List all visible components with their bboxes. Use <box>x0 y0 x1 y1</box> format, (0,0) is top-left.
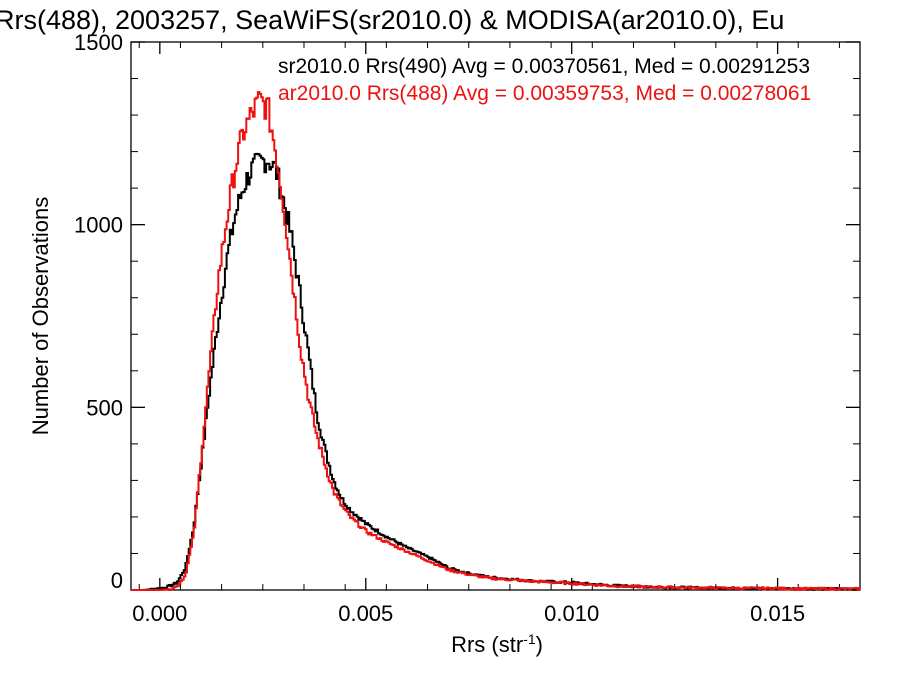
axis-ticks: 0.000 0.005 0.010 0.015 0 500 1000 1500 <box>74 30 860 626</box>
x-tick-label: 0.015 <box>750 601 805 626</box>
y-tick-label: 500 <box>86 395 123 420</box>
x-axis-label: Rrs (str-1) <box>451 631 543 657</box>
series-layer <box>131 91 861 591</box>
legend-entry-1: sr2010.0 Rrs(490) Avg = 0.00370561, Med … <box>278 55 810 78</box>
x-axis-label-close: ) <box>536 632 543 657</box>
legend-entry-2: ar2010.0 Rrs(488) Avg = 0.00359753, Med … <box>278 82 811 105</box>
series-line-2 <box>131 91 861 591</box>
x-tick-label: 0.000 <box>132 601 187 626</box>
series-line-1 <box>131 152 861 591</box>
x-tick-label: 0.010 <box>544 601 599 626</box>
plot-frame <box>130 41 861 591</box>
x-tick-label: 0.005 <box>338 601 393 626</box>
x-axis-label-main: Rrs (str <box>451 632 523 657</box>
legend: sr2010.0 Rrs(490) Avg = 0.00370561, Med … <box>278 55 811 105</box>
y-axis-label: Number of Observations <box>28 197 53 435</box>
chart-title: Rrs(488), 2003257, SeaWiFS(sr2010.0) & M… <box>0 5 784 35</box>
y-tick-label: 1500 <box>74 30 123 55</box>
y-tick-label: 0 <box>111 568 123 593</box>
x-axis-label-superscript: -1 <box>523 631 536 647</box>
y-tick-label: 1000 <box>74 213 123 238</box>
